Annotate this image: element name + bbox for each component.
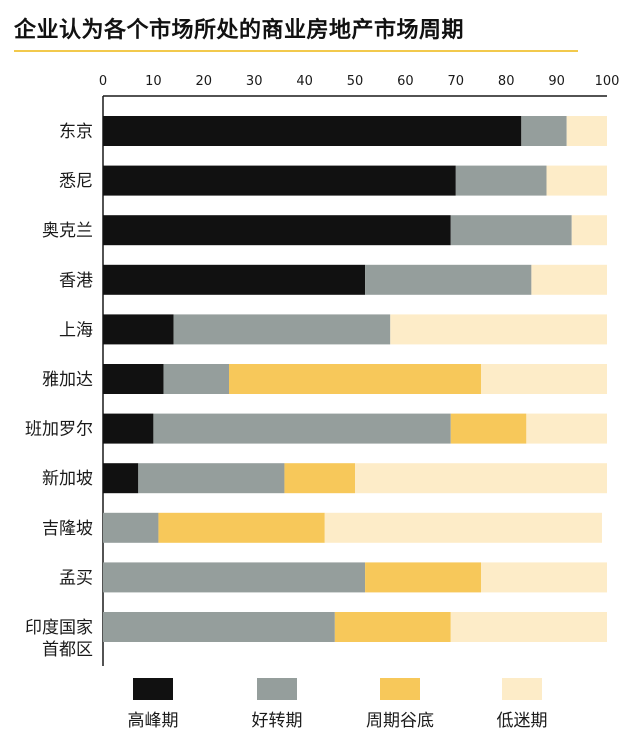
bar-segment: [355, 463, 607, 494]
bar-segment: [138, 463, 285, 494]
bar-segment: [566, 116, 607, 146]
bar-segment: [450, 612, 607, 642]
category-label: 上海: [59, 320, 93, 340]
x-tick-label: 50: [347, 74, 364, 89]
category-label: 悉尼: [59, 172, 93, 192]
bar-segment: [455, 165, 547, 196]
bar-segment: [103, 264, 366, 295]
legend-label: 低迷期: [497, 711, 548, 731]
category-label: 香港: [59, 271, 93, 291]
bar-segment: [103, 364, 164, 394]
bar-segment: [153, 413, 451, 444]
legend-swatch: [133, 678, 173, 700]
bar-segment: [284, 463, 355, 494]
x-tick-label: 90: [548, 74, 565, 89]
bar-segment: [158, 512, 325, 543]
bar-segment: [531, 264, 607, 295]
bar-segment: [103, 612, 335, 642]
bar-segment: [481, 364, 607, 394]
legend-label: 高峰期: [128, 711, 179, 731]
bar-segment: [521, 116, 567, 146]
title-underline: [14, 50, 578, 52]
bar-segment: [365, 264, 532, 295]
bar-segment: [571, 215, 607, 246]
category-label: 新加坡: [42, 469, 93, 489]
category-label: 首都区: [42, 640, 93, 660]
x-tick-label: 10: [145, 74, 162, 89]
bar-segment: [103, 165, 456, 196]
x-tick-label: 70: [448, 74, 465, 89]
category-label: 吉隆坡: [42, 519, 93, 539]
x-tick-label: 20: [196, 74, 213, 89]
bar-segment: [103, 413, 154, 444]
category-label: 孟买: [59, 568, 93, 588]
bar-segment: [173, 314, 391, 345]
bar-segment: [450, 215, 572, 246]
legend-swatch: [380, 678, 420, 700]
bar-segment: [163, 364, 229, 394]
category-label: 东京: [59, 122, 93, 142]
legend-swatch: [502, 678, 542, 700]
bar-segment: [526, 413, 607, 444]
bar-segment: [450, 413, 527, 444]
bar-segment: [103, 314, 174, 345]
bar-segment: [546, 165, 607, 196]
bar-segment: [103, 463, 139, 494]
x-tick-label: 60: [397, 74, 414, 89]
x-tick-label: 100: [595, 74, 620, 89]
bar-segment: [365, 562, 481, 593]
x-tick-label: 40: [296, 74, 313, 89]
chart-title: 企业认为各个市场所处的商业房地产市场周期: [14, 18, 465, 43]
x-tick-label: 0: [99, 74, 107, 89]
bar-segment: [103, 562, 366, 593]
legend-label: 周期谷底: [366, 711, 434, 731]
category-label: 班加罗尔: [25, 420, 93, 440]
bar-segment: [103, 116, 522, 146]
legend-label: 好转期: [252, 711, 303, 731]
x-tick-label: 80: [498, 74, 515, 89]
bar-segment: [324, 512, 602, 543]
category-label: 雅加达: [42, 370, 93, 390]
bar-segment: [334, 612, 451, 642]
bar-segment: [390, 314, 607, 345]
x-tick-label: 30: [246, 74, 263, 89]
bar-segment: [481, 562, 607, 593]
category-label: 奥克兰: [42, 221, 93, 241]
legend-swatch: [257, 678, 297, 700]
bar-segment: [103, 215, 451, 246]
bar-segment: [103, 512, 159, 543]
bar-segment: [229, 364, 481, 394]
category-label: 印度国家: [25, 618, 93, 638]
